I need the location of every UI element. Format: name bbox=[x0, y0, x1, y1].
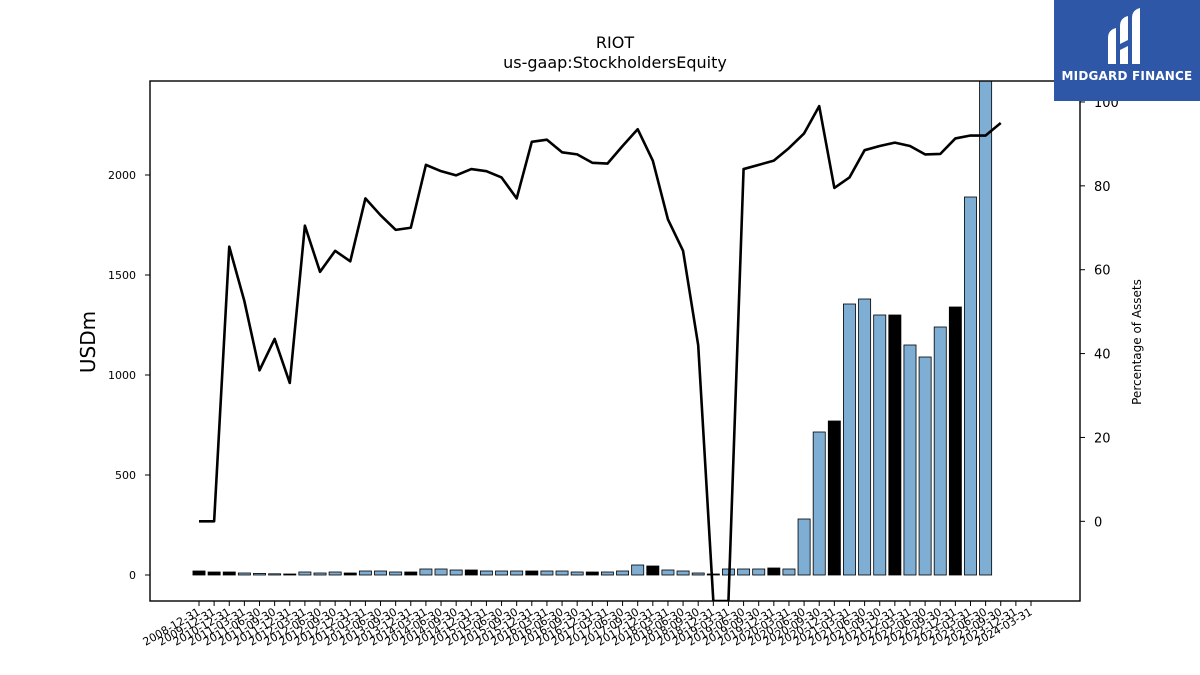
chart-title: RIOT bbox=[596, 33, 634, 52]
bar-2012-03-31 bbox=[298, 571, 312, 576]
bar-2023-03-31 bbox=[964, 196, 977, 576]
percentage-line bbox=[199, 104, 1002, 601]
bar-2017-03-31 bbox=[600, 571, 614, 576]
y-tick-label-2000: 2000 bbox=[108, 169, 136, 182]
line-layer bbox=[199, 104, 1002, 601]
bar-2021-03-31 bbox=[843, 303, 856, 576]
y-tick-label-500: 500 bbox=[115, 469, 136, 482]
bar-2016-03-31 bbox=[540, 570, 554, 576]
bar-2012-09-30 bbox=[328, 571, 342, 576]
bar-2013-09-30 bbox=[389, 571, 403, 576]
bar-2020-06-30 bbox=[797, 518, 811, 576]
bar-2019-06-30 bbox=[737, 568, 751, 576]
bar-2018-09-30 bbox=[691, 572, 705, 576]
bar-2013-12-31 bbox=[404, 571, 418, 576]
bar-2011-06-30 bbox=[253, 573, 266, 576]
bar-2017-06-30 bbox=[616, 570, 630, 576]
bar-2015-06-30 bbox=[495, 570, 508, 576]
brand-name: MIDGARD FINANCE bbox=[1061, 69, 1193, 83]
bar-2020-03-31 bbox=[782, 568, 796, 576]
y2-axis-label: Percentage of Assets bbox=[1130, 279, 1144, 405]
bar-2019-09-30 bbox=[752, 568, 766, 576]
bar-2011-03-31 bbox=[237, 572, 251, 576]
bar-2015-12-31 bbox=[525, 570, 539, 576]
y2-tick-label-20: 20 bbox=[1094, 431, 1111, 446]
y-tick-label-0: 0 bbox=[129, 569, 136, 582]
bar-2010-12-31 bbox=[222, 571, 236, 576]
midgard-logo-icon bbox=[1108, 8, 1140, 64]
bar-2012-12-31 bbox=[343, 572, 357, 576]
bar-2016-09-30 bbox=[570, 571, 584, 576]
bar-2021-09-30 bbox=[873, 314, 887, 576]
bars-layer bbox=[192, 81, 993, 576]
bar-2022-12-31 bbox=[948, 306, 962, 576]
bar-2020-09-30 bbox=[812, 431, 826, 576]
bar-2018-03-31 bbox=[661, 569, 675, 576]
bar-2018-06-30 bbox=[676, 570, 690, 576]
bar-2014-06-30 bbox=[434, 568, 448, 576]
bar-2017-09-30 bbox=[631, 564, 645, 576]
bar-2016-06-30 bbox=[555, 570, 569, 576]
y-tick-label-1500: 1500 bbox=[108, 269, 136, 282]
bar-2017-12-31 bbox=[646, 565, 660, 576]
y2-tick-label-40: 40 bbox=[1094, 348, 1111, 363]
bar-2011-09-30 bbox=[268, 573, 282, 576]
bar-2014-03-31 bbox=[419, 568, 433, 576]
bar-2014-09-30 bbox=[449, 569, 463, 576]
bar-2022-09-30 bbox=[933, 326, 947, 576]
bar-2019-12-31 bbox=[767, 567, 781, 576]
bar-2021-06-30 bbox=[858, 298, 872, 576]
bar-2013-03-31 bbox=[358, 570, 372, 576]
bar-2022-06-30 bbox=[918, 356, 932, 576]
bar-2022-03-31 bbox=[903, 344, 917, 576]
y-tick-label-1000: 1000 bbox=[108, 369, 136, 382]
bar-2018-12-31 bbox=[706, 573, 720, 576]
bar-2023-06-30 bbox=[979, 81, 993, 576]
bar-2021-12-31 bbox=[888, 314, 902, 576]
bar-2015-03-31 bbox=[479, 570, 493, 576]
bar-2008-12-31 bbox=[192, 570, 206, 576]
plot-frame bbox=[149, 80, 1081, 602]
bar-2015-09-30 bbox=[510, 570, 524, 576]
y-axis-label: USDm bbox=[76, 311, 100, 373]
bar-2020-12-31 bbox=[827, 420, 841, 576]
y2-tick-label-60: 60 bbox=[1094, 264, 1111, 279]
bar-2009-12-31 bbox=[207, 571, 221, 576]
brand-logo: MIDGARD FINANCE bbox=[1054, 0, 1200, 101]
chart-subtitle: us-gaap:StockholdersEquity bbox=[503, 53, 727, 72]
bar-2011-12-31 bbox=[283, 573, 297, 576]
bar-2013-06-30 bbox=[374, 570, 387, 576]
y2-tick-label-0: 0 bbox=[1094, 515, 1102, 530]
axes-layer: 05001000150020000204060801002008-12-3120… bbox=[108, 80, 1119, 649]
bar-2012-06-30 bbox=[313, 572, 327, 576]
y2-tick-label-80: 80 bbox=[1094, 180, 1111, 195]
bar-2016-12-31 bbox=[585, 571, 599, 576]
bar-2014-12-31 bbox=[464, 569, 478, 576]
